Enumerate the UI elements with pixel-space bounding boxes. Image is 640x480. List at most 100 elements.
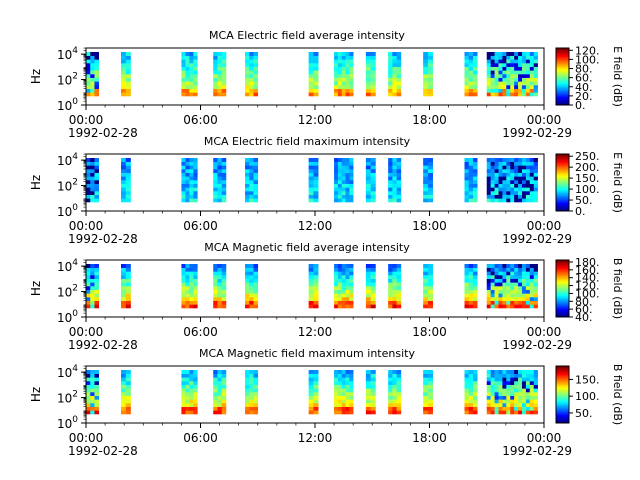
heatmap-cell xyxy=(185,384,190,389)
colorbar-segment xyxy=(556,408,569,411)
heatmap-cell xyxy=(464,77,470,82)
heatmap-cell xyxy=(337,187,343,192)
heatmap-cell xyxy=(249,70,254,75)
heatmap-cell xyxy=(221,198,227,203)
heatmap-cell xyxy=(525,187,531,192)
heatmap xyxy=(86,370,538,415)
heatmap-cell xyxy=(345,77,350,82)
heatmap-cell xyxy=(193,66,198,71)
heatmap-cell xyxy=(245,370,250,374)
heatmap-cell xyxy=(245,165,250,170)
heatmap-cell xyxy=(365,399,371,404)
heatmap-cell xyxy=(185,373,190,378)
heatmap-cell xyxy=(349,282,354,287)
heatmap-cell xyxy=(529,289,535,294)
heatmap-cell xyxy=(490,59,495,64)
heatmap-cell xyxy=(518,282,523,287)
heatmap-cell xyxy=(217,293,222,298)
heatmap-cell xyxy=(345,403,350,407)
heatmap-cell xyxy=(464,191,470,195)
heatmap-cell xyxy=(341,70,346,75)
heatmap-cell xyxy=(518,370,523,374)
heatmap-cell xyxy=(349,194,354,199)
heatmap-cell xyxy=(502,392,507,396)
heatmap-cell xyxy=(213,395,218,400)
colorbar-tick-label: 0. xyxy=(575,99,586,112)
heatmap-cell xyxy=(423,278,429,283)
heatmap-cell xyxy=(90,377,95,382)
heatmap-cell xyxy=(423,410,429,415)
heatmap-cell xyxy=(245,70,250,75)
heatmap-cell xyxy=(245,194,250,199)
heatmap-cell xyxy=(334,194,339,199)
heatmap-cell xyxy=(498,63,503,67)
heatmap-cell xyxy=(494,289,499,294)
heatmap-cell xyxy=(334,198,339,203)
heatmap-cell xyxy=(529,300,535,305)
heatmap-cell xyxy=(94,74,100,78)
heatmap-cell xyxy=(423,161,429,166)
heatmap-cell xyxy=(472,384,478,389)
heatmap-cell xyxy=(313,183,319,188)
heatmap-cell xyxy=(313,172,319,177)
heatmap-cell xyxy=(120,289,127,294)
heatmap-cell xyxy=(396,399,402,404)
heatmap-cell xyxy=(345,300,350,305)
heatmap-cell xyxy=(518,293,523,298)
heatmap-cell xyxy=(427,191,433,195)
heatmap-cell xyxy=(125,183,131,188)
colorbar-segment xyxy=(556,309,569,312)
heatmap-cell xyxy=(125,52,131,56)
heatmap-cell xyxy=(396,264,402,268)
heatmap-cell xyxy=(490,304,495,309)
heatmap-cell xyxy=(181,395,186,400)
heatmap-cell xyxy=(494,180,499,184)
heatmap-cell xyxy=(334,267,339,272)
heatmap-cell xyxy=(502,52,507,56)
heatmap-cell xyxy=(349,275,354,279)
heatmap-cell xyxy=(392,370,397,374)
heatmap-cell xyxy=(308,74,314,78)
heatmap-cell xyxy=(193,392,198,396)
heatmap-cell xyxy=(502,289,507,294)
heatmap-cell xyxy=(213,198,218,203)
heatmap-cell xyxy=(245,183,250,188)
heatmap-cell xyxy=(181,77,186,82)
heatmap-cell xyxy=(313,388,319,393)
heatmap-cell xyxy=(308,66,314,71)
heatmap-cell xyxy=(502,399,507,404)
heatmap-cell xyxy=(510,271,515,276)
heatmap-cell xyxy=(494,77,499,82)
heatmap-cell xyxy=(313,392,319,396)
heatmap-cell xyxy=(472,289,478,294)
heatmap-cell xyxy=(213,81,218,86)
heatmap-cell xyxy=(249,183,254,188)
heatmap-cell xyxy=(506,377,511,382)
heatmap-cell xyxy=(486,176,491,181)
heatmap-cell xyxy=(308,373,314,378)
heatmap-cell xyxy=(189,399,194,404)
heatmap-cell xyxy=(185,293,190,298)
colorbar-frame xyxy=(555,259,570,318)
heatmap-cell xyxy=(345,264,350,268)
heatmap-cell xyxy=(334,180,339,184)
heatmap-cell xyxy=(308,370,314,374)
heatmap-cell xyxy=(120,297,127,301)
heatmap-cell xyxy=(185,282,190,287)
heatmap-cell xyxy=(253,271,259,276)
data-block xyxy=(245,264,259,309)
heatmap-cell xyxy=(464,183,470,188)
heatmap-cell xyxy=(506,55,511,60)
heatmap-cell xyxy=(245,180,250,184)
colorbar-segment xyxy=(556,185,569,188)
heatmap-cell xyxy=(494,63,499,67)
heatmap-cell xyxy=(94,286,100,290)
heatmap-cell xyxy=(486,59,491,64)
heatmap-cell xyxy=(472,81,478,86)
heatmap-cell xyxy=(388,180,393,184)
heatmap-cell xyxy=(490,194,495,199)
y-tick-label: 104 xyxy=(57,152,78,168)
heatmap-cell xyxy=(533,370,538,374)
colorbar-segment xyxy=(556,175,569,178)
heatmap-cell xyxy=(185,74,190,78)
